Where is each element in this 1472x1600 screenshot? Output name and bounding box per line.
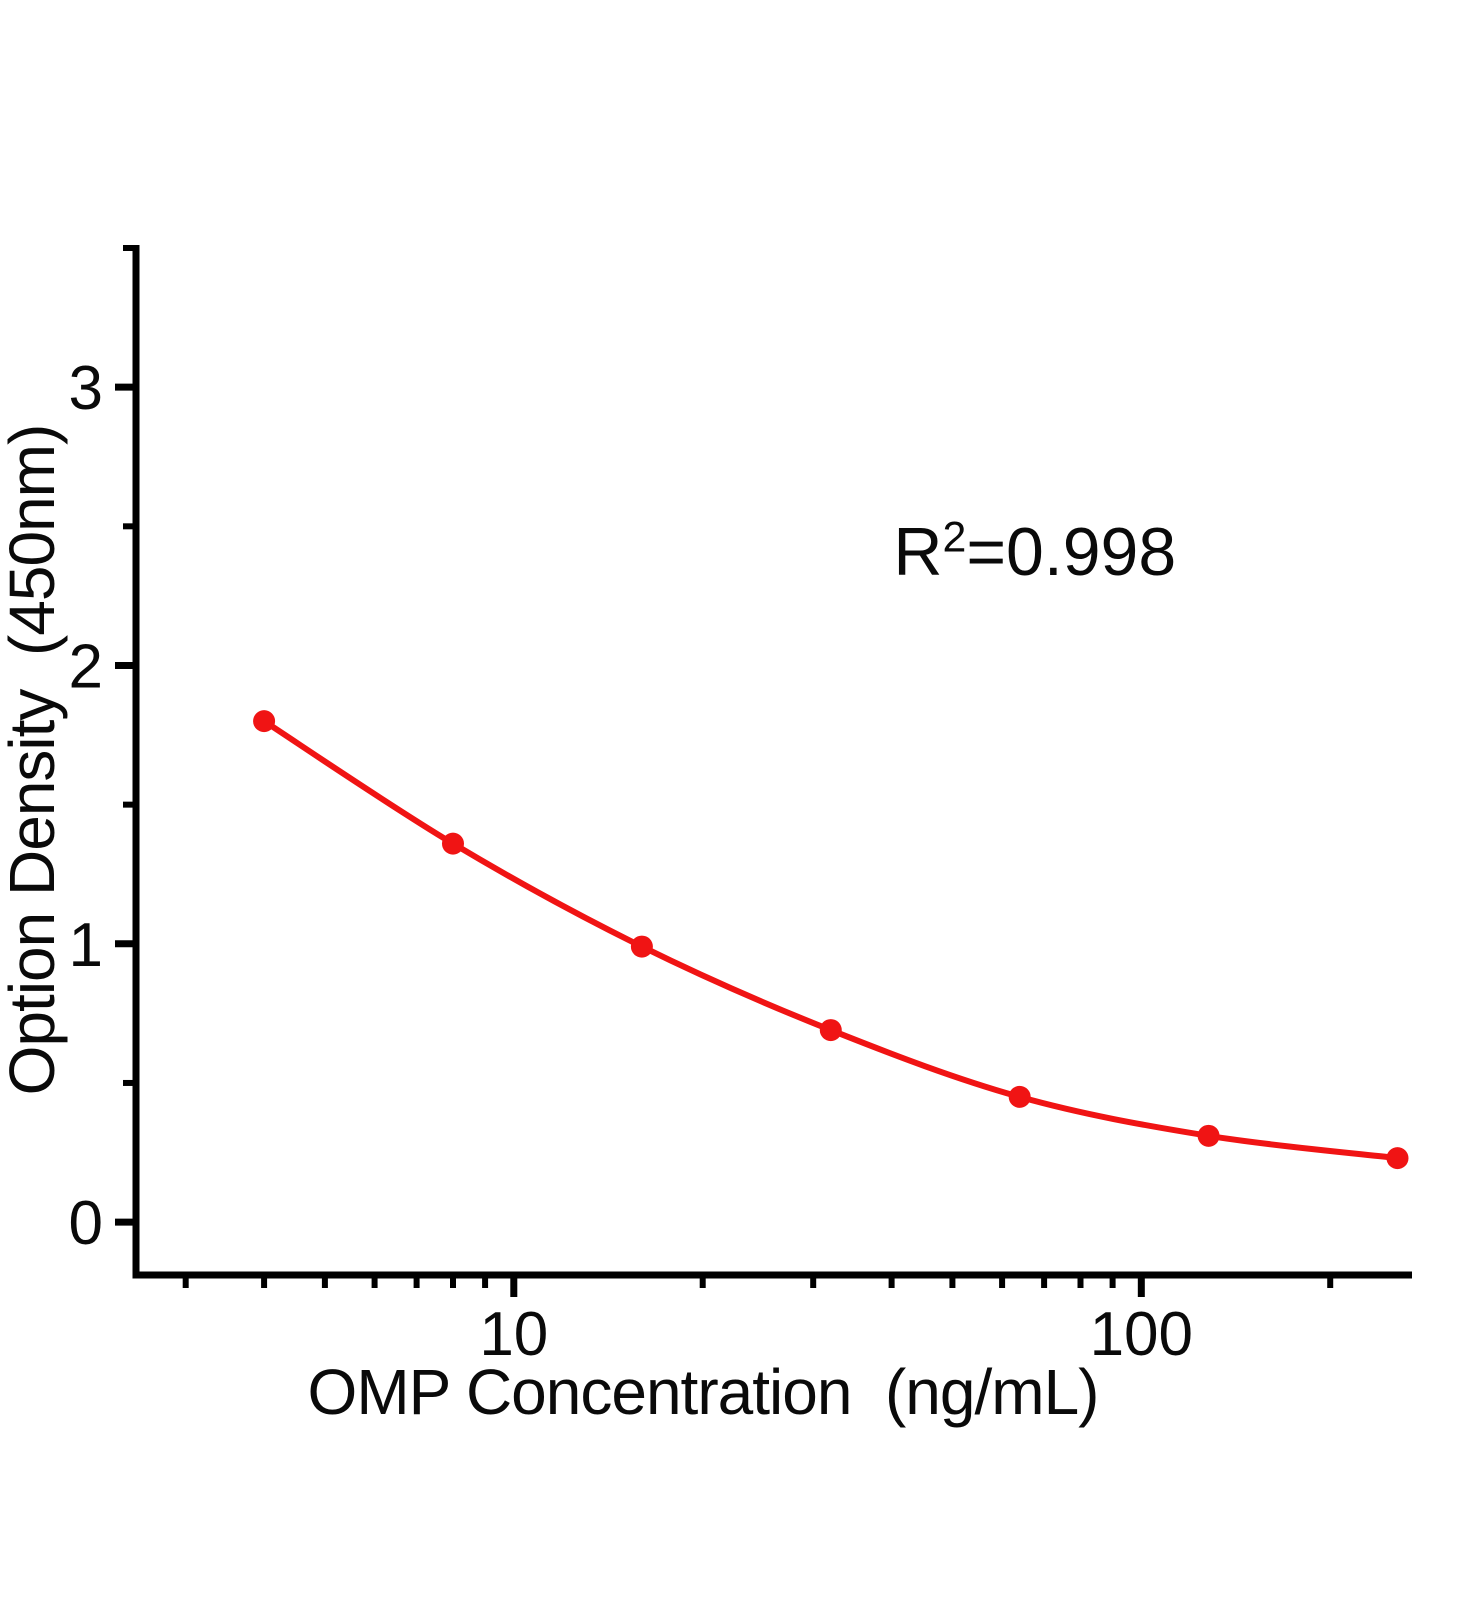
data-point-marker bbox=[1386, 1147, 1409, 1170]
r-squared-exponent: 2 bbox=[942, 513, 967, 562]
data-point-marker bbox=[253, 710, 276, 733]
series-line bbox=[261, 718, 1401, 1162]
data-point-marker bbox=[1197, 1124, 1220, 1147]
r-squared-prefix: R bbox=[893, 514, 943, 590]
r-squared-value: =0.998 bbox=[966, 514, 1177, 590]
data-point-marker bbox=[1008, 1085, 1031, 1108]
x-tick-label: 100 bbox=[1090, 1300, 1193, 1369]
y-tick-label: 2 bbox=[69, 632, 103, 701]
y-tick-label: 3 bbox=[69, 354, 103, 423]
y-axis-title: Option Density (450nm) bbox=[0, 424, 68, 1096]
x-tick-label: 10 bbox=[479, 1300, 548, 1369]
x-axis-title: OMP Concentration (ng/mL) bbox=[307, 1356, 1100, 1428]
r-squared-annotation: R2=0.998 bbox=[818, 435, 1176, 669]
data-point-marker bbox=[819, 1019, 842, 1042]
y-tick-label: 1 bbox=[69, 911, 103, 980]
data-point-marker bbox=[630, 935, 653, 958]
data-point-marker bbox=[441, 832, 464, 855]
y-tick-label: 0 bbox=[69, 1189, 103, 1258]
